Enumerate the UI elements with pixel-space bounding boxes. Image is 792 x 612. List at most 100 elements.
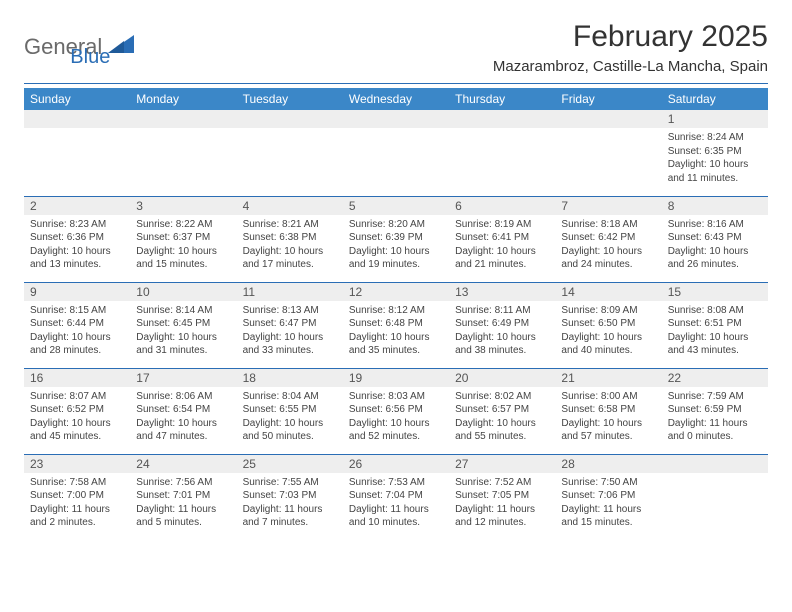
day-cell (237, 110, 343, 196)
day-body: Sunrise: 8:14 AMSunset: 6:45 PMDaylight:… (130, 301, 236, 361)
day-body: Sunrise: 7:53 AMSunset: 7:04 PMDaylight:… (343, 473, 449, 533)
day-number: 2 (24, 197, 130, 215)
sunrise-line: Sunrise: 7:52 AM (455, 476, 549, 490)
day-cell: 4Sunrise: 8:21 AMSunset: 6:38 PMDaylight… (237, 196, 343, 282)
daylight-line: Daylight: 10 hours and 13 minutes. (30, 245, 124, 272)
day-number: 23 (24, 455, 130, 473)
day-body: Sunrise: 8:18 AMSunset: 6:42 PMDaylight:… (555, 215, 661, 275)
day-body: Sunrise: 8:24 AMSunset: 6:35 PMDaylight:… (662, 128, 768, 188)
day-number (130, 110, 236, 128)
sunset-line: Sunset: 6:38 PM (243, 231, 337, 245)
weekday-header: Wednesday (343, 88, 449, 110)
day-cell (449, 110, 555, 196)
week-row: 23Sunrise: 7:58 AMSunset: 7:00 PMDayligh… (24, 454, 768, 540)
sunrise-line: Sunrise: 7:53 AM (349, 476, 443, 490)
sunset-line: Sunset: 6:52 PM (30, 403, 124, 417)
sunset-line: Sunset: 6:37 PM (136, 231, 230, 245)
sunset-line: Sunset: 6:56 PM (349, 403, 443, 417)
sunrise-line: Sunrise: 7:59 AM (668, 390, 762, 404)
daylight-line: Daylight: 10 hours and 21 minutes. (455, 245, 549, 272)
day-cell: 10Sunrise: 8:14 AMSunset: 6:45 PMDayligh… (130, 282, 236, 368)
day-body: Sunrise: 8:20 AMSunset: 6:39 PMDaylight:… (343, 215, 449, 275)
day-body: Sunrise: 8:22 AMSunset: 6:37 PMDaylight:… (130, 215, 236, 275)
day-cell: 6Sunrise: 8:19 AMSunset: 6:41 PMDaylight… (449, 196, 555, 282)
day-number: 3 (130, 197, 236, 215)
day-number (24, 110, 130, 128)
day-body: Sunrise: 8:04 AMSunset: 6:55 PMDaylight:… (237, 387, 343, 447)
day-cell (662, 454, 768, 540)
day-cell: 7Sunrise: 8:18 AMSunset: 6:42 PMDaylight… (555, 196, 661, 282)
sunrise-line: Sunrise: 8:12 AM (349, 304, 443, 318)
day-cell: 16Sunrise: 8:07 AMSunset: 6:52 PMDayligh… (24, 368, 130, 454)
sunrise-line: Sunrise: 8:23 AM (30, 218, 124, 232)
weekday-header: Tuesday (237, 88, 343, 110)
sunrise-line: Sunrise: 7:58 AM (30, 476, 124, 490)
sunset-line: Sunset: 7:06 PM (561, 489, 655, 503)
day-body: Sunrise: 8:09 AMSunset: 6:50 PMDaylight:… (555, 301, 661, 361)
day-body: Sunrise: 7:50 AMSunset: 7:06 PMDaylight:… (555, 473, 661, 533)
week-row: 2Sunrise: 8:23 AMSunset: 6:36 PMDaylight… (24, 196, 768, 282)
day-cell: 9Sunrise: 8:15 AMSunset: 6:44 PMDaylight… (24, 282, 130, 368)
sunrise-line: Sunrise: 8:09 AM (561, 304, 655, 318)
daylight-line: Daylight: 11 hours and 15 minutes. (561, 503, 655, 530)
day-cell: 26Sunrise: 7:53 AMSunset: 7:04 PMDayligh… (343, 454, 449, 540)
day-cell: 27Sunrise: 7:52 AMSunset: 7:05 PMDayligh… (449, 454, 555, 540)
daylight-line: Daylight: 10 hours and 57 minutes. (561, 417, 655, 444)
day-body: Sunrise: 8:12 AMSunset: 6:48 PMDaylight:… (343, 301, 449, 361)
sunset-line: Sunset: 6:51 PM (668, 317, 762, 331)
day-body: Sunrise: 8:13 AMSunset: 6:47 PMDaylight:… (237, 301, 343, 361)
sunrise-line: Sunrise: 8:00 AM (561, 390, 655, 404)
day-cell (130, 110, 236, 196)
day-number: 8 (662, 197, 768, 215)
day-number (237, 110, 343, 128)
day-cell: 22Sunrise: 7:59 AMSunset: 6:59 PMDayligh… (662, 368, 768, 454)
sunrise-line: Sunrise: 8:15 AM (30, 304, 124, 318)
daylight-line: Daylight: 10 hours and 52 minutes. (349, 417, 443, 444)
day-number: 21 (555, 369, 661, 387)
day-number: 18 (237, 369, 343, 387)
day-cell: 1Sunrise: 8:24 AMSunset: 6:35 PMDaylight… (662, 110, 768, 196)
day-number: 27 (449, 455, 555, 473)
day-cell: 13Sunrise: 8:11 AMSunset: 6:49 PMDayligh… (449, 282, 555, 368)
daylight-line: Daylight: 10 hours and 35 minutes. (349, 331, 443, 358)
daylight-line: Daylight: 10 hours and 26 minutes. (668, 245, 762, 272)
day-body: Sunrise: 8:15 AMSunset: 6:44 PMDaylight:… (24, 301, 130, 361)
sunrise-line: Sunrise: 8:20 AM (349, 218, 443, 232)
sunset-line: Sunset: 6:35 PM (668, 145, 762, 159)
day-number (449, 110, 555, 128)
sunrise-line: Sunrise: 8:13 AM (243, 304, 337, 318)
sunset-line: Sunset: 6:59 PM (668, 403, 762, 417)
daylight-line: Daylight: 10 hours and 50 minutes. (243, 417, 337, 444)
day-cell: 20Sunrise: 8:02 AMSunset: 6:57 PMDayligh… (449, 368, 555, 454)
daylight-line: Daylight: 10 hours and 43 minutes. (668, 331, 762, 358)
day-cell: 28Sunrise: 7:50 AMSunset: 7:06 PMDayligh… (555, 454, 661, 540)
sunset-line: Sunset: 6:41 PM (455, 231, 549, 245)
day-body: Sunrise: 8:11 AMSunset: 6:49 PMDaylight:… (449, 301, 555, 361)
week-row: 1Sunrise: 8:24 AMSunset: 6:35 PMDaylight… (24, 110, 768, 196)
day-number: 25 (237, 455, 343, 473)
day-body: Sunrise: 8:19 AMSunset: 6:41 PMDaylight:… (449, 215, 555, 275)
daylight-line: Daylight: 10 hours and 19 minutes. (349, 245, 443, 272)
sunset-line: Sunset: 6:54 PM (136, 403, 230, 417)
daylight-line: Daylight: 10 hours and 15 minutes. (136, 245, 230, 272)
day-body: Sunrise: 7:58 AMSunset: 7:00 PMDaylight:… (24, 473, 130, 533)
day-number: 16 (24, 369, 130, 387)
day-cell: 25Sunrise: 7:55 AMSunset: 7:03 PMDayligh… (237, 454, 343, 540)
sunset-line: Sunset: 6:42 PM (561, 231, 655, 245)
title-block: February 2025 Mazarambroz, Castille-La M… (493, 20, 768, 75)
day-body: Sunrise: 8:03 AMSunset: 6:56 PMDaylight:… (343, 387, 449, 447)
daylight-line: Daylight: 10 hours and 28 minutes. (30, 331, 124, 358)
day-cell: 2Sunrise: 8:23 AMSunset: 6:36 PMDaylight… (24, 196, 130, 282)
day-number: 10 (130, 283, 236, 301)
sunset-line: Sunset: 6:55 PM (243, 403, 337, 417)
day-body: Sunrise: 8:00 AMSunset: 6:58 PMDaylight:… (555, 387, 661, 447)
sunrise-line: Sunrise: 8:19 AM (455, 218, 549, 232)
day-cell: 23Sunrise: 7:58 AMSunset: 7:00 PMDayligh… (24, 454, 130, 540)
daylight-line: Daylight: 10 hours and 38 minutes. (455, 331, 549, 358)
day-number: 17 (130, 369, 236, 387)
sunrise-line: Sunrise: 8:16 AM (668, 218, 762, 232)
sunrise-line: Sunrise: 8:02 AM (455, 390, 549, 404)
logo: General Blue (24, 24, 110, 69)
sunrise-line: Sunrise: 8:24 AM (668, 131, 762, 145)
day-cell: 17Sunrise: 8:06 AMSunset: 6:54 PMDayligh… (130, 368, 236, 454)
